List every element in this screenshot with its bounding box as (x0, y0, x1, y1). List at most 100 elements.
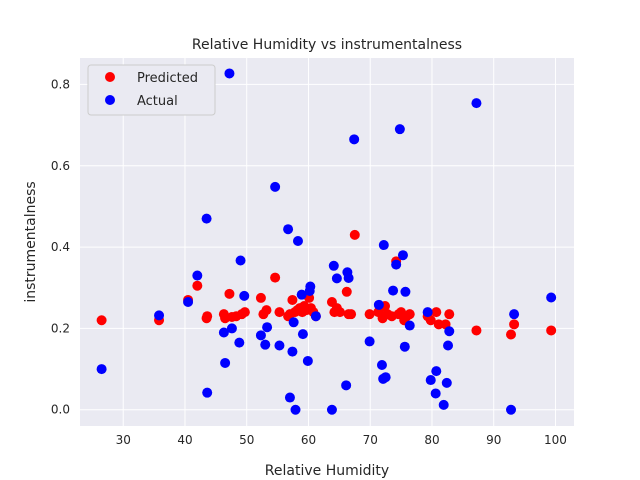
predicted-point (404, 309, 415, 320)
x-tick-label: 100 (544, 433, 567, 447)
predicted-point (224, 288, 235, 299)
predicted-point (261, 305, 272, 316)
actual-point (226, 323, 237, 334)
legend: Predicted Actual (87, 64, 216, 116)
actual-point (260, 339, 271, 350)
actual-point (331, 273, 342, 284)
actual-point (218, 327, 229, 338)
predicted-point (349, 229, 360, 240)
actual-point (343, 272, 354, 283)
actual-point (443, 340, 454, 351)
actual-point (546, 292, 557, 303)
actual-point (262, 322, 273, 333)
actual-point (441, 377, 452, 388)
legend-marker-predicted (105, 72, 115, 82)
actual-point (425, 375, 436, 386)
y-tick-labels: 0.0 0.2 0.4 0.6 0.8 (51, 77, 70, 416)
actual-point (292, 235, 303, 246)
actual-point (326, 404, 337, 415)
actual-point (192, 270, 203, 281)
actual-point (349, 134, 360, 145)
actual-point (373, 299, 384, 310)
y-tick-label: 0.4 (51, 240, 70, 254)
legend-marker-actual (105, 95, 115, 105)
y-axis-label: instrumentalness (23, 181, 39, 302)
actual-point (506, 404, 517, 415)
x-tick-label: 60 (301, 433, 316, 447)
actual-point (378, 240, 389, 251)
actual-point (270, 181, 281, 192)
legend-label-actual: Actual (137, 94, 178, 109)
predicted-point (509, 319, 520, 330)
x-tick-label: 40 (177, 433, 192, 447)
actual-point (234, 337, 245, 348)
x-tick-label: 50 (239, 433, 254, 447)
predicted-point (431, 307, 442, 318)
actual-point (302, 355, 313, 366)
data-points (96, 68, 557, 415)
actual-point (235, 255, 246, 266)
actual-point (96, 364, 107, 375)
actual-point (380, 372, 391, 383)
actual-point (397, 250, 408, 261)
actual-point (400, 286, 411, 297)
predicted-point (192, 280, 203, 291)
actual-point (296, 289, 307, 300)
actual-point (364, 336, 375, 347)
grid (80, 58, 574, 426)
actual-point (328, 260, 339, 271)
predicted-point (96, 315, 107, 326)
predicted-point (346, 309, 357, 320)
actual-point (438, 399, 449, 410)
actual-point (283, 224, 294, 235)
actual-point (201, 213, 212, 224)
y-tick-label: 0.6 (51, 159, 70, 173)
actual-point (471, 98, 482, 109)
x-tick-label: 90 (486, 433, 501, 447)
predicted-point (506, 329, 517, 340)
actual-point (388, 285, 399, 296)
actual-point (391, 259, 402, 270)
actual-point (305, 281, 316, 292)
predicted-point (546, 325, 557, 336)
actual-point (224, 68, 235, 79)
legend-box (87, 64, 216, 116)
actual-point (399, 341, 410, 352)
predicted-point (334, 307, 345, 318)
x-tick-labels: 30 40 50 60 70 80 90 100 (116, 433, 567, 447)
actual-point (422, 307, 433, 318)
x-axis-label: Relative Humidity (265, 463, 389, 479)
legend-label-predicted: Predicted (137, 71, 198, 86)
predicted-point (270, 272, 281, 283)
chart-title: Relative Humidity vs instrumentalness (192, 37, 462, 53)
actual-point (431, 366, 442, 377)
actual-point (444, 326, 455, 337)
actual-point (394, 124, 405, 135)
predicted-point (274, 307, 285, 318)
y-tick-label: 0.0 (51, 403, 70, 417)
actual-point (404, 320, 415, 331)
actual-point (341, 380, 352, 391)
actual-point (239, 290, 250, 301)
actual-point (284, 392, 295, 403)
plot-area (80, 58, 574, 426)
predicted-point (341, 286, 352, 297)
actual-point (220, 357, 231, 368)
actual-point (274, 340, 285, 351)
actual-point (297, 329, 308, 340)
predicted-point (364, 309, 375, 320)
predicted-point (239, 307, 250, 318)
actual-point (430, 388, 441, 399)
actual-point (154, 310, 165, 321)
x-tick-label: 70 (363, 433, 378, 447)
y-tick-label: 0.2 (51, 321, 70, 335)
actual-point (287, 346, 298, 357)
predicted-point (202, 311, 213, 322)
predicted-point (471, 325, 482, 336)
actual-point (376, 360, 387, 371)
actual-point (310, 311, 321, 322)
predicted-point (425, 315, 436, 326)
actual-point (290, 404, 301, 415)
actual-point (183, 296, 194, 307)
